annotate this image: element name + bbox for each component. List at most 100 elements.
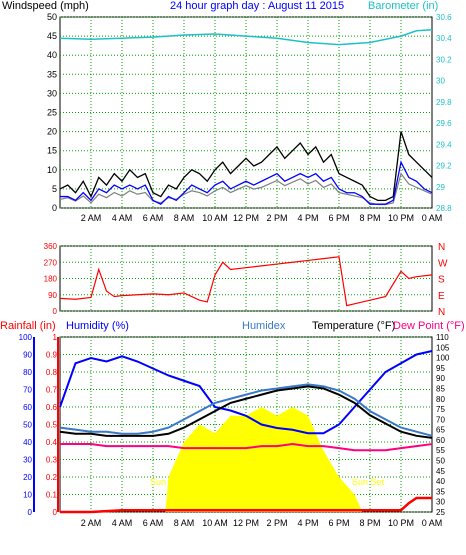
y2-tick-label: 29.6 [436,119,452,128]
rain-tick-label: 0.4 [46,438,58,447]
dir-tick-label: 270 [44,258,58,267]
x-tick-label: 8 PM [359,213,380,223]
dir-tick-label: 180 [44,275,58,284]
barometer-label: Barometer (in) [368,0,439,12]
y2-tick-label: 29.2 [436,162,452,171]
y2-tick-label: 30.6 [436,13,452,22]
x-tick-label: 12 PM [233,213,259,223]
compass-label: W [438,258,448,269]
y2-tick-label: 29 [436,183,445,192]
x-tick-label: 4 PM [297,213,318,223]
series-temperature [59,385,433,439]
x-tick-label: 2 PM [266,213,287,223]
y-tick-label: 40 [47,50,57,60]
x-tick-label: 0 AM [422,213,443,223]
series-humidex [59,383,433,437]
series-barometer [59,28,433,46]
x-tick-label: 10 PM [388,518,414,528]
x-tick-label: 2 AM [81,518,102,528]
y-tick-label: 50 [47,12,57,22]
compass-label: N [438,307,445,318]
rain-tick-label: 0.8 [46,368,58,377]
y-tick-label: 0 [52,203,57,213]
temp-tick-label: 50 [436,457,445,466]
temp-tick-label: 95 [436,364,445,373]
temp-tick-label: 105 [436,343,450,352]
rain-tick-label: 0.3 [46,456,58,465]
humidity-tick-label: 50 [23,421,32,430]
temp-tick-label: 25 [436,508,445,517]
chart-title: 24 hour graph day : August 11 2015 [170,0,345,12]
humidity-tick-label: 100 [19,333,33,342]
temp-tick-label: 65 [436,426,445,435]
temp-tick-label: 80 [436,395,445,404]
x-tick-label: 6 PM [328,518,349,528]
humidity-tick-label: 60 [23,403,32,412]
x-tick-label: 4 PM [297,518,318,528]
series-dew-point [60,443,433,452]
temp-tick-label: 70 [436,415,445,424]
humidity-tick-label: 30 [23,456,32,465]
humidity-label: Humidity (%) [66,320,129,332]
x-tick-label: 12 PM [233,518,259,528]
rain-tick-label: 0.1 [46,491,58,500]
dir-tick-label: 0 [53,307,58,316]
y2-tick-label: 28.8 [436,204,452,213]
series-average [60,160,433,205]
temp-tick-label: 55 [436,446,445,455]
windspeed-label: Windspeed (mph) [2,0,89,12]
y-tick-label: 30 [47,88,57,98]
x-tick-label: 4 AM [112,518,133,528]
x-tick-label: 6 PM [328,213,349,223]
rain-tick-label: 0.9 [46,351,58,360]
humidity-tick-label: 10 [23,491,32,500]
series-wind-speed [59,172,433,206]
rain-tick-label: 1 [53,333,58,342]
x-tick-label: 6 AM [143,518,164,528]
rain-tick-label: 0.6 [46,403,58,412]
series-humidity [59,350,433,435]
x-tick-label: 8 AM [174,213,195,223]
compass-label: N [438,242,445,253]
temp-tick-label: 30 [436,498,445,507]
series-wind-direction [59,256,433,307]
temp-tick-label: 100 [436,354,450,363]
humidity-tick-label: 70 [23,386,32,395]
x-tick-label: 10 PM [388,213,414,223]
humidex-label: Humidex [242,320,286,332]
sun-set-label: Sun Set [352,477,385,487]
temp-tick-label: 110 [436,333,449,342]
y-tick-label: 35 [47,69,57,79]
rain-tick-label: 0.7 [46,386,58,395]
dew-point-label: Dew Point (°F) [393,320,465,332]
temperature-label: Temperature (°F) [312,320,396,332]
y2-tick-label: 29.8 [436,98,452,107]
x-tick-label: 8 AM [174,518,195,528]
series-gust [59,131,433,202]
humidity-tick-label: 80 [23,368,32,377]
y-tick-label: 45 [47,31,57,41]
rain-tick-label: 0.5 [46,421,58,430]
temp-tick-label: 35 [436,487,445,496]
compass-label: S [438,275,445,286]
y-tick-label: 5 [52,184,57,194]
x-tick-label: 4 AM [112,213,133,223]
y-tick-label: 25 [47,108,57,118]
dir-tick-label: 360 [44,242,58,251]
y2-tick-label: 29.4 [436,140,452,149]
x-tick-label: 10 AM [202,518,228,528]
y-tick-label: 15 [47,146,57,156]
humidity-tick-label: 40 [23,438,32,447]
x-tick-label: 2 AM [81,213,102,223]
temp-tick-label: 75 [436,405,445,414]
temp-tick-label: 85 [436,384,445,393]
y2-tick-label: 30.2 [436,55,452,64]
humidity-tick-label: 0 [28,508,33,517]
dir-tick-label: 90 [48,291,57,300]
x-tick-label: 8 PM [359,518,380,528]
rain-tick-label: 0.2 [46,473,58,482]
compass-label: E [438,291,445,302]
temp-tick-label: 90 [436,374,445,383]
